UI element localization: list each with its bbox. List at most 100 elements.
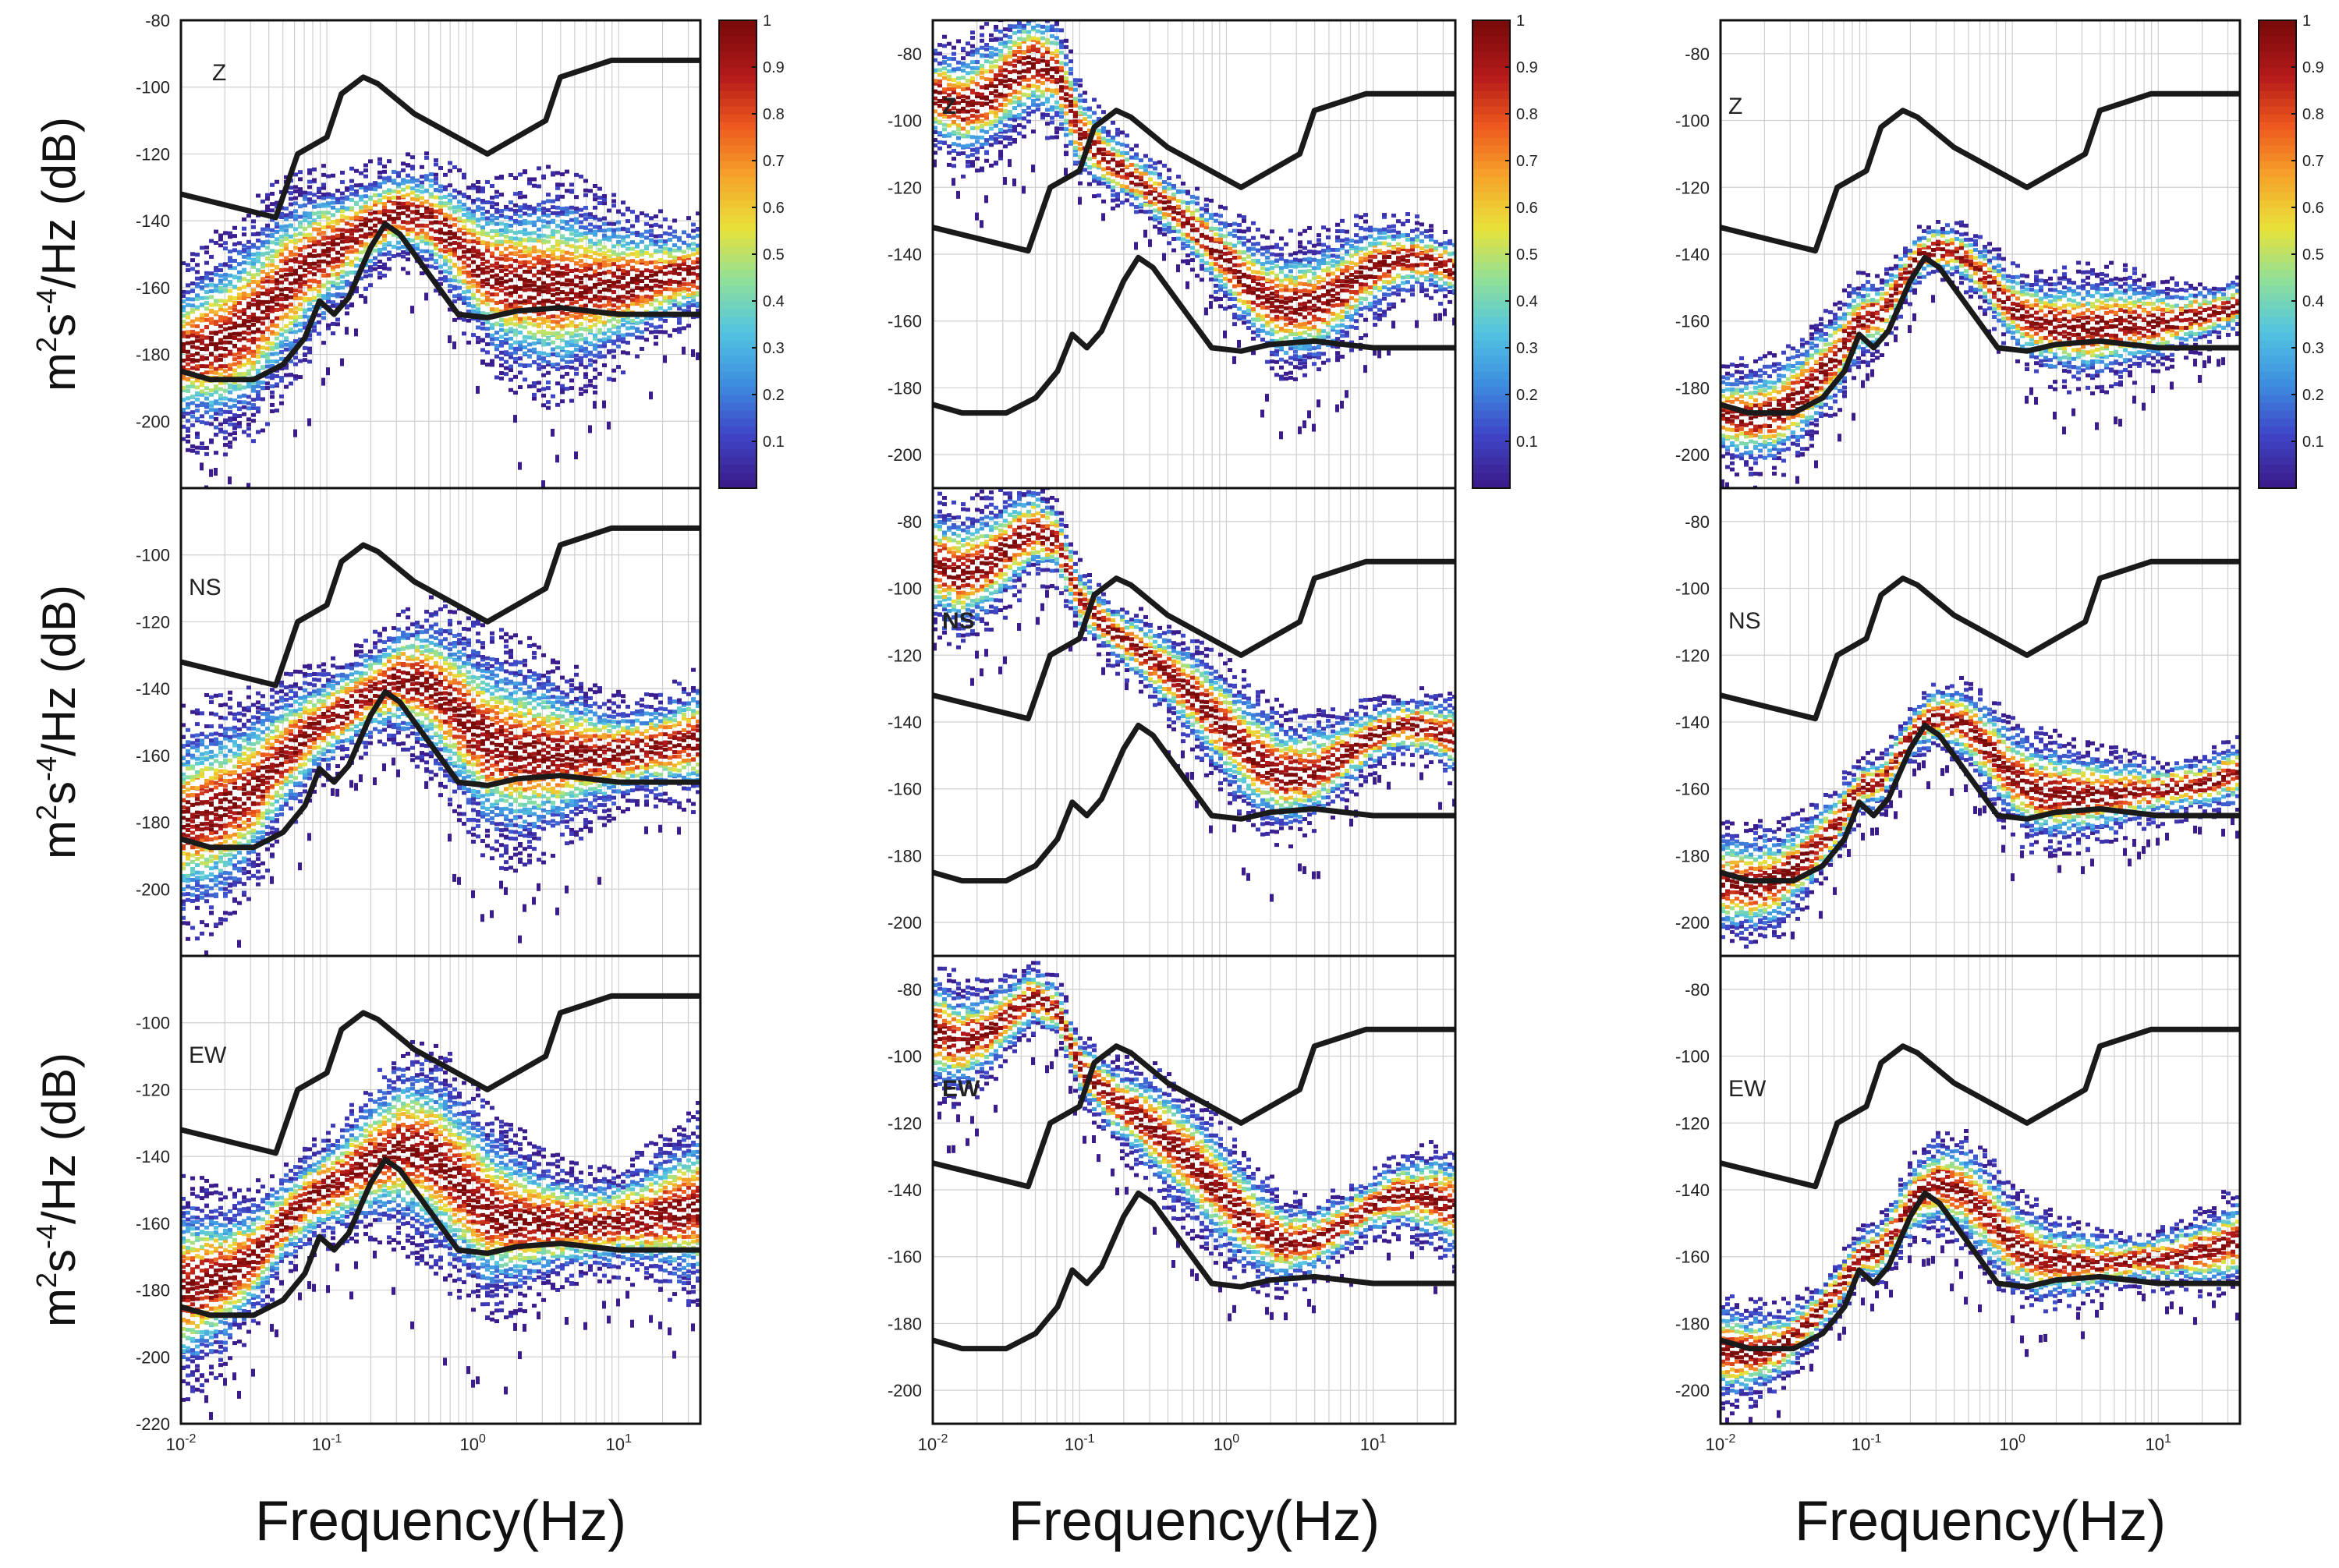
- pdf-cell: [265, 233, 270, 238]
- pdf-cell: [452, 249, 457, 253]
- pdf-cell: [186, 434, 190, 439]
- pdf-cell: [200, 313, 204, 317]
- pdf-cell: [392, 733, 396, 738]
- pdf-cell: [289, 359, 293, 363]
- pdf-cell: [228, 791, 232, 795]
- pdf-cell: [434, 742, 438, 747]
- pdf-cell: [218, 422, 223, 427]
- pdf-cell: [565, 278, 569, 283]
- pdf-cell: [265, 385, 270, 390]
- pdf-cell: [621, 284, 626, 288]
- pdf-outlier: [331, 788, 335, 796]
- pdf-cell: [420, 703, 424, 707]
- pdf-cell: [368, 234, 373, 239]
- pdf-cell: [242, 330, 246, 334]
- pdf-cell: [424, 232, 429, 236]
- pdf-cell: [546, 199, 551, 204]
- pdf-cell: [303, 233, 307, 238]
- pdf-cell: [532, 223, 537, 228]
- pdf-cell: [246, 250, 251, 254]
- pdf-cell: [190, 867, 195, 872]
- pdf-cell: [265, 305, 270, 310]
- pdf-cell: [490, 184, 494, 189]
- pdf-cell: [626, 284, 630, 288]
- pdf-cell: [251, 353, 256, 358]
- pdf-cell: [265, 776, 270, 780]
- pdf-cell: [246, 818, 251, 823]
- pdf-cell: [237, 250, 242, 254]
- pdf-cell: [200, 791, 204, 795]
- pdf-outlier: [190, 979, 194, 986]
- pdf-cell: [513, 218, 518, 223]
- pdf-cell: [462, 279, 466, 284]
- pdf-cell: [396, 639, 401, 643]
- pdf-cell: [270, 269, 275, 274]
- pdf-cell: [457, 168, 462, 172]
- pdf-cell: [237, 241, 242, 246]
- pdf-cell: [181, 294, 186, 299]
- pdf-cell: [195, 834, 200, 839]
- pdf-cell: [602, 363, 607, 367]
- pdf-cell: [663, 231, 668, 235]
- pdf-cell: [457, 208, 462, 213]
- pdf-cell: [326, 729, 331, 734]
- pdf-cell: [565, 371, 569, 376]
- pdf-cell: [546, 283, 551, 288]
- pdf-cell: [349, 727, 354, 732]
- pdf-cell: [466, 218, 471, 223]
- pdf-cell: [373, 655, 377, 660]
- pdf-cell: [349, 179, 354, 183]
- pdf-cell: [560, 386, 565, 391]
- pdf-cell: [246, 741, 251, 745]
- pdf-cell: [237, 760, 242, 765]
- pdf-cell: [190, 380, 195, 385]
- pdf-cell: [480, 292, 485, 297]
- pdf-cell: [251, 763, 256, 768]
- pdf-cell: [289, 703, 293, 708]
- pdf-cell: [317, 707, 321, 712]
- pdf-cell: [256, 762, 260, 766]
- pdf-cell: [228, 259, 232, 264]
- pdf-cell: [424, 724, 429, 729]
- pdf-cell: [214, 229, 218, 234]
- pdf-cell: [200, 383, 204, 388]
- pdf-cell: [260, 321, 265, 326]
- pdf-cell: [593, 303, 597, 308]
- pdf-cell: [335, 218, 340, 223]
- pdf-cell: [181, 313, 186, 318]
- pdf-cell: [583, 349, 588, 354]
- pdf-cell: [270, 722, 275, 727]
- pdf-cell: [340, 200, 345, 205]
- pdf-cell: [569, 278, 574, 283]
- pdf-cell: [270, 802, 275, 807]
- pdf-cell: [307, 716, 312, 720]
- pdf-cell: [574, 245, 579, 250]
- pdf-cell: [232, 387, 237, 391]
- pdf-cell: [298, 315, 303, 320]
- pdf-cell: [499, 213, 504, 218]
- pdf-cell: [537, 330, 541, 334]
- pdf-cell: [354, 228, 359, 233]
- pdf-cell: [420, 708, 424, 713]
- pdf-cell: [195, 403, 200, 408]
- pdf-cell: [251, 405, 256, 410]
- pdf-cell: [251, 303, 256, 307]
- pdf-cell: [382, 233, 387, 238]
- pdf-cell: [537, 288, 541, 292]
- pdf-cell: [209, 811, 214, 816]
- pdf-cell: [509, 236, 513, 241]
- pdf-cell: [392, 692, 396, 697]
- pdf-cell: [490, 298, 494, 303]
- pdf-cell: [246, 338, 251, 343]
- pdf-cell: [499, 327, 504, 332]
- pdf-cell: [256, 368, 260, 373]
- pdf-cell: [307, 700, 312, 705]
- pdf-cell: [200, 827, 204, 832]
- pdf-cell: [560, 194, 565, 199]
- pdf-cell: [504, 350, 509, 355]
- pdf-cell: [317, 284, 321, 288]
- pdf-cell: [279, 378, 284, 383]
- pdf-cell: [368, 698, 373, 703]
- pdf-cell: [186, 800, 190, 805]
- pdf-cell: [200, 364, 204, 369]
